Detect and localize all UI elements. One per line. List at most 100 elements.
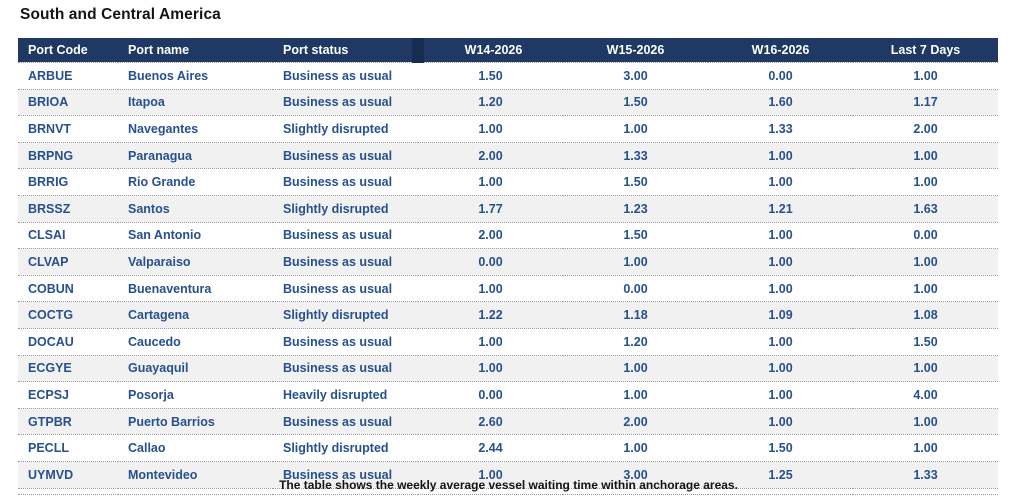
w16-2026-cell: 1.00 — [708, 168, 853, 196]
w14-2026-cell: 1.00 — [418, 355, 563, 383]
table-row: PECLL Callao Slightly disrupted 2.44 1.0… — [18, 434, 998, 462]
port-status-cell: Heavily disrupted — [273, 381, 418, 409]
table-row: CLVAP Valparaiso Business as usual 0.00 … — [18, 248, 998, 276]
table-row: COCTG Cartagena Slightly disrupted 1.22 … — [18, 301, 998, 329]
w15-2026-cell: 1.50 — [563, 222, 708, 250]
port-status-cell: Business as usual — [273, 168, 418, 196]
w15-2026-cell: 1.00 — [563, 115, 708, 143]
port-name-cell: Guayaquil — [118, 355, 273, 383]
w14-2026-cell: 1.77 — [418, 195, 563, 223]
column-header-w14-2026: W14-2026 — [418, 38, 563, 63]
table-row: UYMVD Montevideo Business as usual 1.00 … — [18, 461, 998, 489]
last-7-days-cell: 1.00 — [853, 142, 998, 170]
port-status-cell: Business as usual — [273, 62, 418, 90]
w14-2026-cell: 2.00 — [418, 222, 563, 250]
port-code-cell: CLSAI — [18, 222, 118, 250]
port-status-cell: Business as usual — [273, 328, 418, 356]
port-code-cell: UYMVD — [18, 461, 118, 489]
port-name-cell: Callao — [118, 434, 273, 462]
last-7-days-cell: 1.00 — [853, 275, 998, 303]
port-name-cell: Valparaiso — [118, 248, 273, 276]
column-header-w15-2026: W15-2026 — [563, 38, 708, 63]
port-name-cell: Buenaventura — [118, 275, 273, 303]
port-name-cell: Posorja — [118, 381, 273, 409]
port-code-cell: CLVAP — [18, 248, 118, 276]
table-body: ARBUE Buenos Aires Business as usual 1.5… — [18, 62, 998, 495]
last-7-days-cell: 1.00 — [853, 355, 998, 383]
port-name-cell: Montevideo — [118, 461, 273, 489]
w15-2026-cell: 1.00 — [563, 381, 708, 409]
port-status-cell: Slightly disrupted — [273, 301, 418, 329]
port-status-cell: Slightly disrupted — [273, 115, 418, 143]
port-code-cell: ARBUE — [18, 62, 118, 90]
port-name-cell: Navegantes — [118, 115, 273, 143]
w15-2026-cell: 3.00 — [563, 461, 708, 489]
port-name-cell: Cartagena — [118, 301, 273, 329]
port-waiting-time-table: Port Code Port name Port status W14-2026… — [18, 38, 998, 495]
port-code-cell: GTPBR — [18, 408, 118, 436]
column-header-port-name: Port name — [118, 38, 273, 63]
port-name-cell: San Antonio — [118, 222, 273, 250]
w16-2026-cell: 1.00 — [708, 355, 853, 383]
port-status-cell: Business as usual — [273, 142, 418, 170]
port-name-cell: Rio Grande — [118, 168, 273, 196]
table-row: CLSAI San Antonio Business as usual 2.00… — [18, 222, 998, 250]
w15-2026-cell: 1.20 — [563, 328, 708, 356]
last-7-days-cell: 1.50 — [853, 328, 998, 356]
port-status-cell: Business as usual — [273, 355, 418, 383]
w14-2026-cell: 1.00 — [418, 275, 563, 303]
port-status-cell: Business as usual — [273, 461, 418, 489]
last-7-days-cell: 1.00 — [853, 168, 998, 196]
port-name-cell: Santos — [118, 195, 273, 223]
port-code-cell: BRNVT — [18, 115, 118, 143]
port-code-cell: COCTG — [18, 301, 118, 329]
table-row: BRPNG Paranagua Business as usual 2.00 1… — [18, 142, 998, 170]
w16-2026-cell: 1.33 — [708, 115, 853, 143]
port-name-cell: Paranagua — [118, 142, 273, 170]
w16-2026-cell: 1.00 — [708, 222, 853, 250]
w16-2026-cell: 1.00 — [708, 248, 853, 276]
port-code-cell: PECLL — [18, 434, 118, 462]
last-7-days-cell: 1.00 — [853, 434, 998, 462]
port-status-cell: Slightly disrupted — [273, 195, 418, 223]
w14-2026-cell: 1.00 — [418, 461, 563, 489]
port-status-cell: Business as usual — [273, 408, 418, 436]
table-row: BRIOA Itapoa Business as usual 1.20 1.50… — [18, 89, 998, 117]
port-name-cell: Buenos Aires — [118, 62, 273, 90]
w16-2026-cell: 1.09 — [708, 301, 853, 329]
w16-2026-cell: 1.21 — [708, 195, 853, 223]
w14-2026-cell: 0.00 — [418, 248, 563, 276]
w16-2026-cell: 1.00 — [708, 328, 853, 356]
w16-2026-cell: 0.00 — [708, 62, 853, 90]
w14-2026-cell: 1.20 — [418, 89, 563, 117]
table-bottom-spacer-cell — [18, 488, 998, 495]
last-7-days-cell: 2.00 — [853, 115, 998, 143]
w15-2026-cell: 1.50 — [563, 168, 708, 196]
w16-2026-cell: 1.60 — [708, 89, 853, 117]
port-code-cell: ECGYE — [18, 355, 118, 383]
port-status-cell: Business as usual — [273, 248, 418, 276]
column-header-port-status: Port status — [273, 38, 424, 63]
port-code-cell: BRRIG — [18, 168, 118, 196]
w16-2026-cell: 1.50 — [708, 434, 853, 462]
w14-2026-cell: 1.22 — [418, 301, 563, 329]
table-row: ECPSJ Posorja Heavily disrupted 0.00 1.0… — [18, 381, 998, 409]
w16-2026-cell: 1.00 — [708, 381, 853, 409]
table-row: ARBUE Buenos Aires Business as usual 1.5… — [18, 62, 998, 90]
column-header-port-code: Port Code — [18, 38, 118, 63]
w16-2026-cell: 1.00 — [708, 142, 853, 170]
port-code-cell: BRIOA — [18, 89, 118, 117]
page-title: South and Central America — [20, 6, 221, 23]
table-header-row: Port Code Port name Port status W14-2026… — [18, 38, 998, 63]
last-7-days-cell: 1.00 — [853, 62, 998, 90]
table-row: DOCAU Caucedo Business as usual 1.00 1.2… — [18, 328, 998, 356]
w15-2026-cell: 1.50 — [563, 89, 708, 117]
w14-2026-cell: 2.60 — [418, 408, 563, 436]
last-7-days-cell: 1.08 — [853, 301, 998, 329]
w15-2026-cell: 2.00 — [563, 408, 708, 436]
w14-2026-cell: 1.50 — [418, 62, 563, 90]
port-code-cell: ECPSJ — [18, 381, 118, 409]
column-header-w16-2026: W16-2026 — [708, 38, 853, 63]
last-7-days-cell: 1.17 — [853, 89, 998, 117]
